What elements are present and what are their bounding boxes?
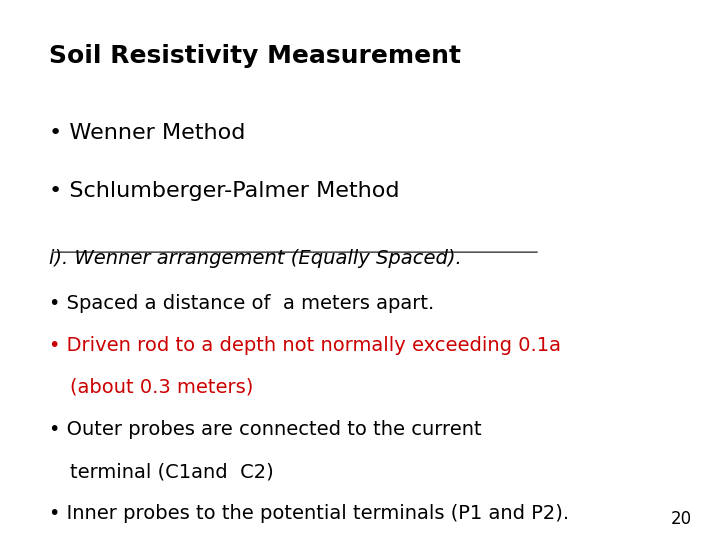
Text: • Wenner Method: • Wenner Method <box>49 123 246 143</box>
Text: 20: 20 <box>671 510 692 528</box>
Text: i). Wenner arrangement (Equally Spaced).: i). Wenner arrangement (Equally Spaced). <box>49 249 462 268</box>
Text: • Inner probes to the potential terminals (P1 and P2).: • Inner probes to the potential terminal… <box>49 504 570 523</box>
Text: (about 0.3 meters): (about 0.3 meters) <box>71 378 254 397</box>
Text: • Outer probes are connected to the current: • Outer probes are connected to the curr… <box>49 420 482 439</box>
Text: • Driven rod to a depth not normally exceeding 0.1a: • Driven rod to a depth not normally exc… <box>49 336 562 355</box>
Text: • Spaced a distance of  a meters apart.: • Spaced a distance of a meters apart. <box>49 294 435 313</box>
Text: Soil Resistivity Measurement: Soil Resistivity Measurement <box>49 44 462 68</box>
Text: terminal (C1and  C2): terminal (C1and C2) <box>71 462 274 481</box>
Text: • Schlumberger-Palmer Method: • Schlumberger-Palmer Method <box>49 180 400 200</box>
